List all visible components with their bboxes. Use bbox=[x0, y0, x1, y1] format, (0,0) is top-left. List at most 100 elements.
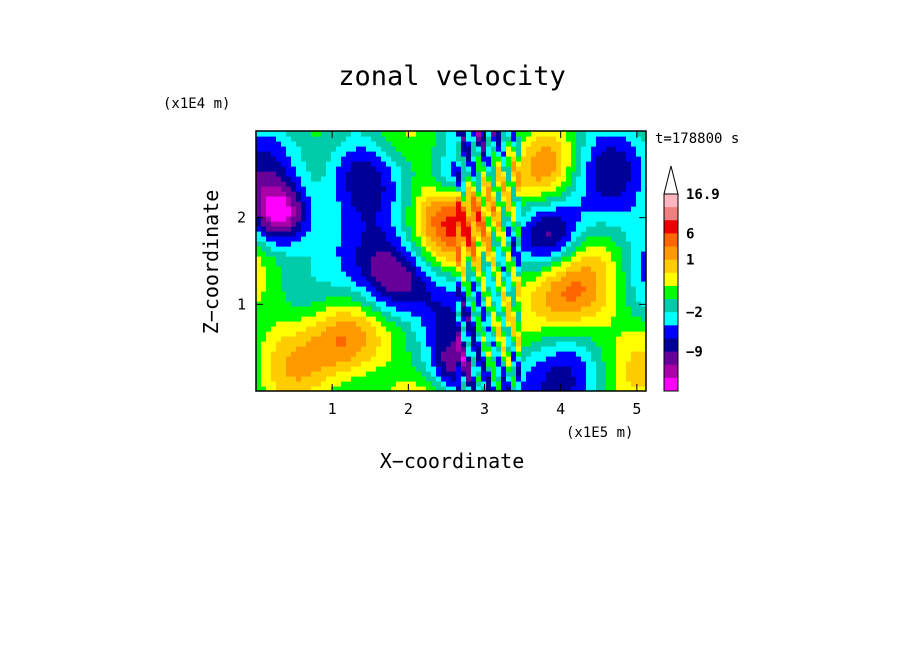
field-cell bbox=[491, 131, 497, 137]
field-cell bbox=[306, 201, 312, 207]
field-cell bbox=[381, 351, 387, 357]
field-cell bbox=[496, 276, 502, 282]
field-cell bbox=[601, 266, 607, 272]
field-cell bbox=[346, 326, 352, 332]
field-cell bbox=[451, 316, 457, 322]
field-cell bbox=[336, 321, 342, 327]
field-cell bbox=[286, 241, 292, 247]
field-cell bbox=[616, 131, 622, 137]
field-cell bbox=[446, 286, 452, 292]
field-cell bbox=[571, 301, 577, 307]
field-cell bbox=[276, 301, 282, 307]
field-cell bbox=[371, 356, 377, 362]
field-cell bbox=[421, 196, 427, 202]
field-cell bbox=[396, 171, 402, 177]
field-cell bbox=[396, 291, 402, 297]
field-cell bbox=[566, 241, 572, 247]
field-cell bbox=[491, 136, 497, 142]
field-cell bbox=[586, 331, 592, 337]
field-cell bbox=[351, 326, 357, 332]
field-cell bbox=[446, 191, 452, 197]
field-cell bbox=[581, 216, 587, 222]
field-cell bbox=[476, 226, 482, 232]
field-cell bbox=[366, 186, 372, 192]
field-cell bbox=[526, 176, 532, 182]
field-cell bbox=[271, 201, 277, 207]
field-cell bbox=[381, 376, 387, 382]
field-cell bbox=[271, 141, 277, 147]
field-cell bbox=[321, 341, 327, 347]
field-cell bbox=[626, 346, 632, 352]
field-cell bbox=[386, 376, 392, 382]
field-cell bbox=[376, 301, 382, 307]
field-cell bbox=[641, 166, 646, 172]
field-cell bbox=[576, 241, 582, 247]
field-cell bbox=[416, 326, 422, 332]
field-cell bbox=[256, 211, 262, 217]
field-cell bbox=[626, 256, 632, 262]
field-cell bbox=[491, 371, 497, 377]
field-cell bbox=[591, 241, 597, 247]
field-cell bbox=[281, 206, 287, 212]
field-cell bbox=[291, 316, 297, 322]
field-cell bbox=[531, 281, 537, 287]
field-cell bbox=[546, 176, 552, 182]
field-cell bbox=[356, 271, 362, 277]
field-cell bbox=[606, 366, 612, 372]
field-cell bbox=[401, 376, 407, 382]
field-cell bbox=[276, 311, 282, 317]
field-cell bbox=[421, 306, 427, 312]
field-cell bbox=[326, 306, 332, 312]
field-cell bbox=[356, 226, 362, 232]
field-cell bbox=[426, 166, 432, 172]
field-cell bbox=[456, 281, 462, 287]
field-cell bbox=[301, 301, 307, 307]
field-cell bbox=[311, 281, 317, 287]
field-cell bbox=[641, 216, 646, 222]
field-cell bbox=[316, 381, 322, 387]
field-cell bbox=[391, 221, 397, 227]
field-cell bbox=[596, 151, 602, 157]
field-cell bbox=[341, 236, 347, 242]
field-cell bbox=[411, 266, 417, 272]
field-cell bbox=[581, 196, 587, 202]
field-cell bbox=[641, 281, 646, 287]
field-cell bbox=[486, 376, 492, 382]
field-cell bbox=[451, 336, 457, 342]
field-cell bbox=[306, 266, 312, 272]
field-cell bbox=[466, 266, 472, 272]
field-cell bbox=[556, 361, 562, 367]
field-cell bbox=[486, 161, 492, 167]
field-cell bbox=[351, 356, 357, 362]
field-cell bbox=[511, 286, 517, 292]
field-cell bbox=[256, 266, 262, 272]
field-cell bbox=[456, 146, 462, 152]
field-cell bbox=[346, 241, 352, 247]
field-cell bbox=[601, 356, 607, 362]
field-cell bbox=[636, 286, 642, 292]
field-cell bbox=[536, 201, 542, 207]
field-cell bbox=[256, 201, 262, 207]
field-cell bbox=[511, 236, 517, 242]
field-cell bbox=[611, 386, 617, 391]
field-cell bbox=[396, 366, 402, 372]
field-cell bbox=[446, 151, 452, 157]
field-cell bbox=[346, 386, 352, 391]
field-cell bbox=[526, 216, 532, 222]
field-cell bbox=[291, 131, 297, 137]
field-cell bbox=[636, 186, 642, 192]
field-cell bbox=[361, 131, 367, 137]
field-cell bbox=[541, 166, 547, 172]
field-cell bbox=[501, 346, 507, 352]
field-cell bbox=[611, 236, 617, 242]
field-cell bbox=[301, 176, 307, 182]
field-cell bbox=[631, 376, 637, 382]
field-cell bbox=[336, 211, 342, 217]
field-cell bbox=[476, 151, 482, 157]
field-cell bbox=[536, 221, 542, 227]
field-cell bbox=[631, 131, 637, 137]
field-cell bbox=[261, 311, 267, 317]
field-cell bbox=[296, 321, 302, 327]
field-cell bbox=[296, 226, 302, 232]
field-cell bbox=[531, 166, 537, 172]
